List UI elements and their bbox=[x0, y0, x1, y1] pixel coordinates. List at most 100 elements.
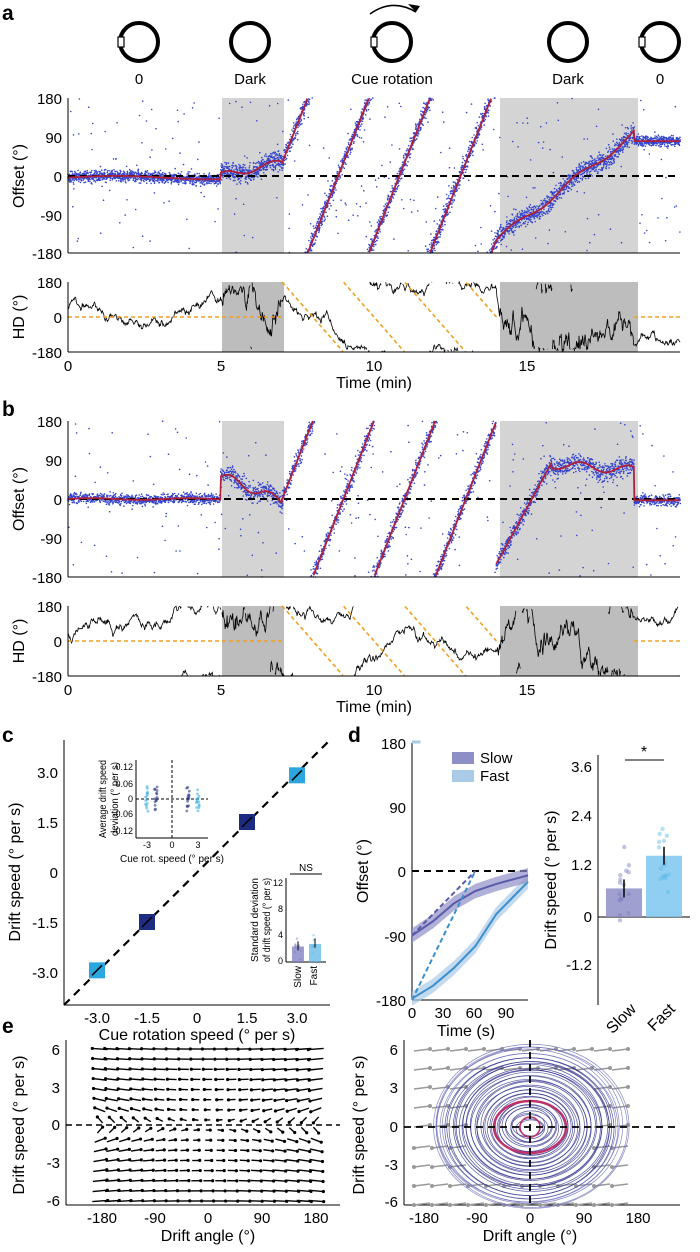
offset-sample-dot bbox=[235, 198, 237, 200]
offset-sample-dot bbox=[431, 240, 433, 242]
offset-sample-dot bbox=[247, 183, 249, 185]
offset-sample-dot bbox=[539, 205, 541, 207]
offset-sample-dot bbox=[621, 141, 623, 143]
offset-sample-dot bbox=[297, 133, 299, 135]
panel-a-offset-plot: 180 90 0 -90 -180 Offset (°) bbox=[11, 91, 681, 263]
offset-sample-dot bbox=[631, 143, 633, 145]
offset-sample-dot bbox=[622, 148, 624, 150]
offset-sample-dot bbox=[132, 496, 134, 498]
offset-sample-dot bbox=[513, 225, 515, 227]
offset-sample-dot bbox=[587, 138, 589, 140]
offset-sample-dot bbox=[512, 141, 514, 143]
offset-sample-dot bbox=[571, 189, 573, 191]
offset-sample-dot bbox=[86, 503, 88, 505]
offset-sample-dot bbox=[295, 135, 297, 137]
offset-sample-dot bbox=[644, 232, 646, 234]
offset-sample-dot bbox=[366, 236, 368, 238]
offset-sample-dot bbox=[317, 236, 319, 238]
offset-sample-dot bbox=[625, 146, 627, 148]
offset-sample-dot bbox=[111, 170, 113, 172]
offset-sample-dot bbox=[519, 222, 521, 224]
offset-sample-dot bbox=[104, 131, 106, 133]
offset-sample-dot bbox=[591, 175, 593, 177]
offset-sample-dot bbox=[387, 211, 389, 213]
offset-sample-dot bbox=[115, 493, 117, 495]
offset-sample-dot bbox=[324, 216, 326, 218]
offset-sample-dot bbox=[198, 141, 200, 143]
offset-sample-dot bbox=[658, 145, 660, 147]
offset-sample-dot bbox=[295, 138, 297, 140]
offset-sample-dot bbox=[584, 192, 586, 194]
offset-sample-dot bbox=[484, 103, 486, 105]
offset-sample-dot bbox=[279, 166, 281, 168]
offset-sample-dot bbox=[583, 138, 585, 140]
offset-sample-dot bbox=[356, 134, 358, 136]
offset-sample-dot bbox=[237, 169, 239, 171]
offset-sample-dot bbox=[168, 200, 170, 202]
offset-sample-dot bbox=[530, 219, 532, 221]
offset-sample-dot bbox=[124, 172, 126, 174]
offset-sample-dot bbox=[544, 198, 546, 200]
offset-sample-dot bbox=[274, 162, 276, 164]
offset-sample-dot bbox=[328, 157, 330, 159]
offset-sample-dot bbox=[324, 220, 326, 222]
offset-sample-dot bbox=[530, 204, 532, 206]
offset-sample-dot bbox=[81, 501, 83, 503]
offset-sample-dot bbox=[92, 178, 94, 180]
offset-sample-dot bbox=[553, 172, 555, 174]
offset-sample-dot bbox=[522, 122, 524, 124]
offset-sample-dot bbox=[154, 192, 156, 194]
offset-sample-dot bbox=[451, 203, 453, 205]
offset-sample-dot bbox=[189, 171, 191, 173]
offset-sample-dot bbox=[179, 152, 181, 154]
offset-sample-dot bbox=[436, 244, 438, 246]
offset-sample-dot bbox=[647, 136, 649, 138]
offset-sample-dot bbox=[245, 181, 247, 183]
offset-sample-dot bbox=[357, 215, 359, 217]
offset-sample-dot bbox=[542, 203, 544, 205]
offset-sample-dot bbox=[364, 102, 366, 104]
offset-sample-dot bbox=[214, 221, 216, 223]
offset-sample-dot bbox=[386, 215, 388, 217]
offset-sample-dot bbox=[315, 239, 317, 241]
offset-sample-dot bbox=[649, 145, 651, 147]
offset-sample-dot bbox=[94, 501, 96, 503]
offset-sample-dot bbox=[74, 492, 76, 494]
offset-sample-dot bbox=[80, 182, 82, 184]
offset-sample-dot bbox=[88, 106, 90, 108]
offset-sample-dot bbox=[79, 172, 81, 174]
offset-sample-dot bbox=[500, 224, 502, 226]
offset-sample-dot bbox=[628, 142, 630, 144]
offset-sample-dot bbox=[504, 235, 506, 237]
offset-sample-dot bbox=[643, 109, 645, 111]
offset-sample-dot bbox=[578, 177, 580, 179]
offset-sample-dot bbox=[482, 144, 484, 146]
y-tick-label: 180 bbox=[37, 91, 62, 108]
offset-sample-dot bbox=[75, 496, 77, 498]
offset-sample-dot bbox=[172, 138, 174, 140]
offset-sample-dot bbox=[390, 191, 392, 193]
offset-sample-dot bbox=[381, 165, 383, 167]
offset-sample-dot bbox=[301, 120, 303, 122]
offset-sample-dot bbox=[133, 480, 135, 482]
offset-sample-dot bbox=[452, 201, 454, 203]
offset-sample-dot bbox=[340, 177, 342, 179]
offset-sample-dot bbox=[621, 242, 623, 244]
offset-sample-dot bbox=[597, 171, 599, 173]
offset-sample-dot bbox=[100, 232, 102, 234]
offset-sample-dot bbox=[549, 149, 551, 151]
offset-sample-dot bbox=[347, 157, 349, 159]
offset-sample-dot bbox=[119, 505, 121, 507]
offset-sample-dot bbox=[560, 194, 562, 196]
offset-sample-dot bbox=[319, 228, 321, 230]
offset-sample-dot bbox=[284, 163, 286, 165]
offset-sample-dot bbox=[316, 222, 318, 224]
offset-sample-dot bbox=[489, 249, 491, 251]
offset-sample-dot bbox=[552, 207, 554, 209]
offset-sample-dot bbox=[359, 137, 361, 139]
offset-sample-dot bbox=[643, 149, 645, 151]
offset-sample-dot bbox=[361, 111, 363, 113]
offset-sample-dot bbox=[127, 172, 129, 174]
offset-sample-dot bbox=[589, 242, 591, 244]
offset-sample-dot bbox=[299, 178, 301, 180]
